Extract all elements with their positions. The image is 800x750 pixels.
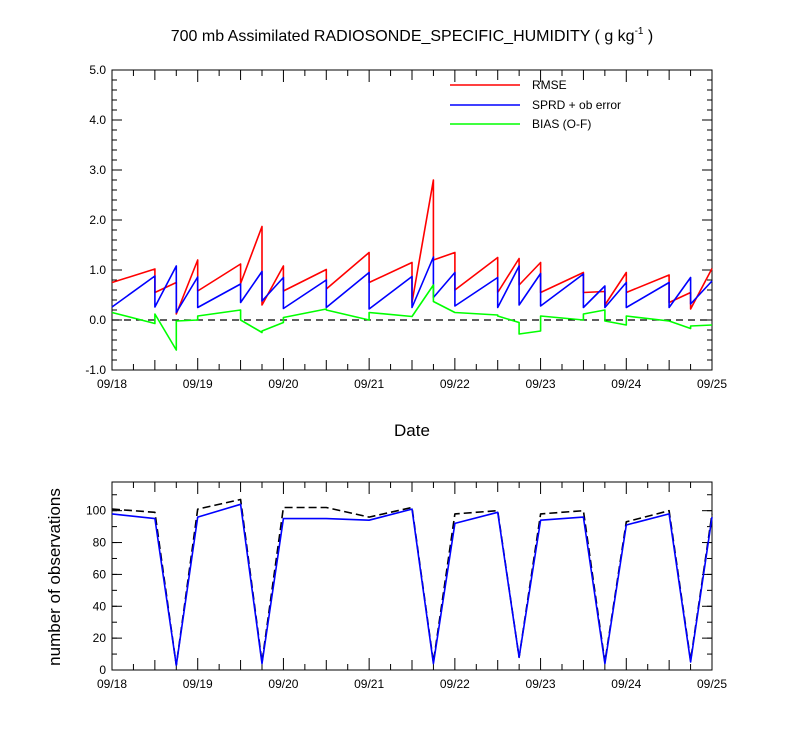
x-tick-label: 09/23 (526, 377, 556, 391)
x-tick-label: 09/20 (268, 677, 298, 691)
y-tick-label: 0 (99, 663, 106, 677)
y-tick-label: 2.0 (89, 213, 106, 227)
legend-label: RMSE (532, 78, 567, 92)
y-tick-label: 60 (93, 567, 107, 581)
x-tick-label: 09/18 (97, 377, 127, 391)
series-line-obs-assimilated (111, 503, 713, 666)
x-tick-label: 09/19 (183, 377, 213, 391)
y-tick-label: 40 (93, 599, 107, 613)
y-tick-label: 80 (93, 536, 107, 550)
x-tick-label: 09/25 (697, 677, 727, 691)
chart-title: 700 mb Assimilated RADIOSONDE_SPECIFIC_H… (171, 26, 654, 45)
y-tick-label: 5.0 (89, 63, 106, 77)
series-line-bias-o-f (111, 284, 713, 351)
y-tick-label: -1.0 (85, 363, 106, 377)
x-tick-label: 09/23 (526, 677, 556, 691)
y-tick-label: 0.0 (89, 313, 106, 327)
series-line-rmse (111, 179, 713, 315)
top-plot: -1.0 0.0 1.0 2.0 3.0 4.0 5.0 09/18 09/19 09/20 09/… (85, 63, 727, 391)
bottom-plot: 0 20 40 60 80 100 09/18 09/19 09/20 09/21 09/22 09/… (86, 481, 727, 691)
x-tick-label: 09/24 (611, 377, 641, 391)
y-tick-label: 4.0 (89, 113, 106, 127)
x-tick-label: 09/21 (354, 377, 384, 391)
x-tick-label: 09/18 (97, 677, 127, 691)
x-tick-label: 09/24 (611, 677, 641, 691)
legend-label: BIAS (O-F) (532, 117, 591, 131)
y-tick-label: 3.0 (89, 163, 106, 177)
x-tick-label: 09/25 (697, 377, 727, 391)
x-tick-label: 09/21 (354, 677, 384, 691)
x-axis-title: Date (394, 421, 430, 440)
x-tick-label: 09/22 (440, 677, 470, 691)
y-axis-title-observations: number of observations (45, 488, 64, 666)
y-tick-label: 20 (93, 631, 107, 645)
x-tick-label: 09/22 (440, 377, 470, 391)
series-line-obs-total (111, 498, 713, 666)
y-tick-label: 1.0 (89, 263, 106, 277)
x-tick-label: 09/20 (268, 377, 298, 391)
x-tick-label: 09/19 (183, 677, 213, 691)
y-tick-label: 100 (86, 504, 106, 518)
series-line-sprd-ob-error (111, 256, 713, 314)
legend-label: SPRD + ob error (532, 98, 621, 112)
